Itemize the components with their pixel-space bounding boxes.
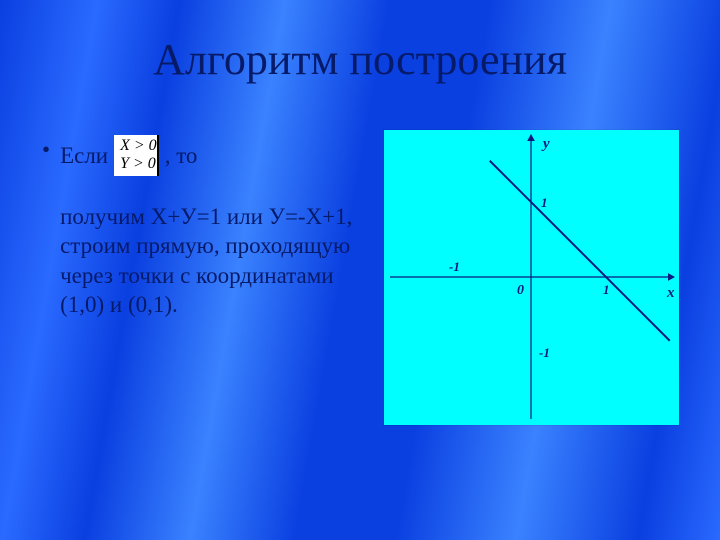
slide-title: Алгоритм построения — [0, 34, 720, 85]
body-text: • Если X > 0 Y > 0 , то получим Х+У=1 ил… — [60, 135, 360, 320]
svg-text:-1: -1 — [449, 259, 460, 274]
cond-1: X > 0 — [120, 137, 157, 155]
svg-text:x: x — [666, 285, 675, 301]
condition-line: Если X > 0 Y > 0 , то — [60, 135, 360, 176]
slide: { "title": "Алгоритм построения", "bulle… — [0, 0, 720, 540]
bullet-item: • Если X > 0 Y > 0 , то получим Х+У=1 ил… — [60, 135, 360, 320]
cond-2: Y > 0 — [120, 155, 156, 173]
paragraph: получим Х+У=1 или У=-Х+1, строим прямую,… — [60, 202, 360, 320]
svg-text:0: 0 — [517, 283, 524, 298]
svg-text:1: 1 — [603, 282, 610, 297]
chart-svg: x y 0 1 -1 1 -1 — [384, 130, 679, 425]
text-to: , то — [165, 141, 198, 170]
coordinate-chart: x y 0 1 -1 1 -1 — [384, 130, 679, 425]
svg-text:1: 1 — [541, 195, 548, 210]
bullet-marker: • — [42, 135, 50, 165]
svg-text:y: y — [541, 136, 550, 152]
svg-text:-1: -1 — [539, 345, 550, 360]
condition-box: X > 0 Y > 0 — [114, 135, 159, 176]
text-esli: Если — [60, 141, 108, 170]
